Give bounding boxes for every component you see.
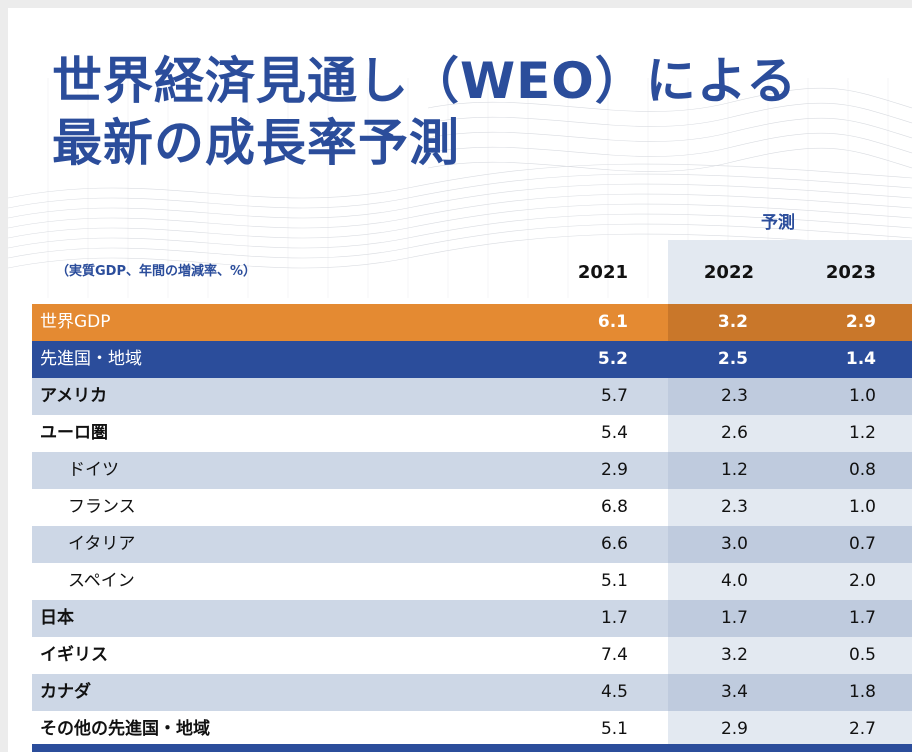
title-line-1: 世界経済見通し（WEO）による (52, 52, 798, 110)
row-label: イギリス (40, 645, 108, 665)
table-row: イギリス 7.4 3.2 0.5 (32, 637, 912, 674)
year-header-2022: 2022 (703, 262, 754, 283)
value-2021: 4.5 (600, 682, 628, 702)
value-2023: 0.7 (848, 534, 876, 554)
wave-mesh-background (8, 78, 912, 298)
row-label: 日本 (40, 608, 74, 628)
value-2022: 2.5 (717, 349, 748, 369)
value-2023: 1.4 (845, 349, 876, 369)
value-2023: 1.0 (848, 386, 876, 406)
forecast-shade (668, 600, 912, 637)
value-2022: 1.2 (720, 460, 748, 480)
row-label: 世界GDP (40, 312, 111, 332)
forecast-shade (668, 378, 912, 415)
value-2023: 2.0 (848, 571, 876, 591)
year-header-2023: 2023 (825, 262, 876, 283)
value-2023: 0.5 (848, 645, 876, 665)
forecast-shade (668, 563, 912, 600)
row-label: 先進国・地域 (40, 349, 142, 369)
year-header-2021: 2021 (577, 262, 628, 283)
forecast-shade (668, 526, 912, 563)
value-2021: 5.7 (600, 386, 628, 406)
value-2021: 5.2 (597, 349, 628, 369)
value-2021: 5.1 (600, 571, 628, 591)
row-label: ユーロ圏 (40, 423, 108, 443)
forecast-shade (668, 674, 912, 711)
value-2022: 3.4 (720, 682, 748, 702)
value-2021: 7.4 (600, 645, 628, 665)
value-2021: 5.4 (600, 423, 628, 443)
value-2023: 1.7 (848, 608, 876, 628)
table-row: アメリカ 5.7 2.3 1.0 (32, 378, 912, 415)
forecast-shade (668, 415, 912, 452)
value-2023: 1.8 (848, 682, 876, 702)
row-label: スペイン (68, 571, 135, 591)
value-2022: 2.9 (720, 719, 748, 739)
value-2022: 3.2 (720, 645, 748, 665)
table-row: スペイン 5.1 4.0 2.0 (32, 563, 912, 600)
value-2023: 2.9 (845, 312, 876, 332)
value-2021: 5.1 (600, 719, 628, 739)
value-2021: 1.7 (600, 608, 628, 628)
table-row: フランス 6.8 2.3 1.0 (32, 489, 912, 526)
value-2022: 3.2 (717, 312, 748, 332)
row-label: その他の先進国・地域 (40, 719, 210, 739)
next-row-edge (32, 744, 912, 752)
row-label: イタリア (68, 534, 136, 554)
page-title: 世界経済見通し（WEO）による 最新の成長率予測 (52, 50, 797, 174)
table-row: その他の先進国・地域 5.1 2.9 2.7 (32, 711, 912, 748)
table-row: イタリア 6.6 3.0 0.7 (32, 526, 912, 563)
value-2022: 4.0 (720, 571, 748, 591)
value-2023: 1.0 (848, 497, 876, 517)
row-label: フランス (68, 497, 136, 517)
forecast-shade (668, 637, 912, 674)
forecast-shade (668, 711, 912, 748)
table-row: ドイツ 2.9 1.2 0.8 (32, 452, 912, 489)
value-2022: 3.0 (720, 534, 748, 554)
unit-note: （実質GDP、年間の増減率、%） (56, 264, 257, 279)
value-2022: 2.3 (720, 497, 748, 517)
table-row: カナダ 4.5 3.4 1.8 (32, 674, 912, 711)
value-2022: 2.3 (720, 386, 748, 406)
row-label: カナダ (40, 682, 91, 702)
table-row: ユーロ圏 5.4 2.6 1.2 (32, 415, 912, 452)
table-row-advanced: 先進国・地域 5.2 2.5 1.4 (32, 341, 912, 378)
row-label: アメリカ (40, 386, 108, 406)
table-row: 日本 1.7 1.7 1.7 (32, 600, 912, 637)
forecast-header-shade (668, 240, 912, 304)
forecast-shade (668, 452, 912, 489)
value-2021: 6.8 (600, 497, 628, 517)
value-2021: 2.9 (600, 460, 628, 480)
value-2023: 2.7 (848, 719, 876, 739)
forecast-label: 予測 (761, 213, 795, 233)
value-2023: 1.2 (848, 423, 876, 443)
table-row-world: 世界GDP 6.1 3.2 2.9 (32, 304, 912, 341)
forecast-shade (668, 304, 912, 341)
value-2022: 1.7 (720, 608, 748, 628)
value-2022: 2.6 (720, 423, 748, 443)
forecast-shade (668, 489, 912, 526)
title-line-2: 最新の成長率予測 (52, 114, 460, 172)
value-2021: 6.1 (597, 312, 628, 332)
value-2023: 0.8 (848, 460, 876, 480)
row-label: ドイツ (68, 460, 119, 480)
forecast-shade (668, 341, 912, 378)
weo-table-card: 世界経済見通し（WEO）による 最新の成長率予測 予測 （実質GDP、年間の増減… (8, 8, 912, 752)
value-2021: 6.6 (600, 534, 628, 554)
